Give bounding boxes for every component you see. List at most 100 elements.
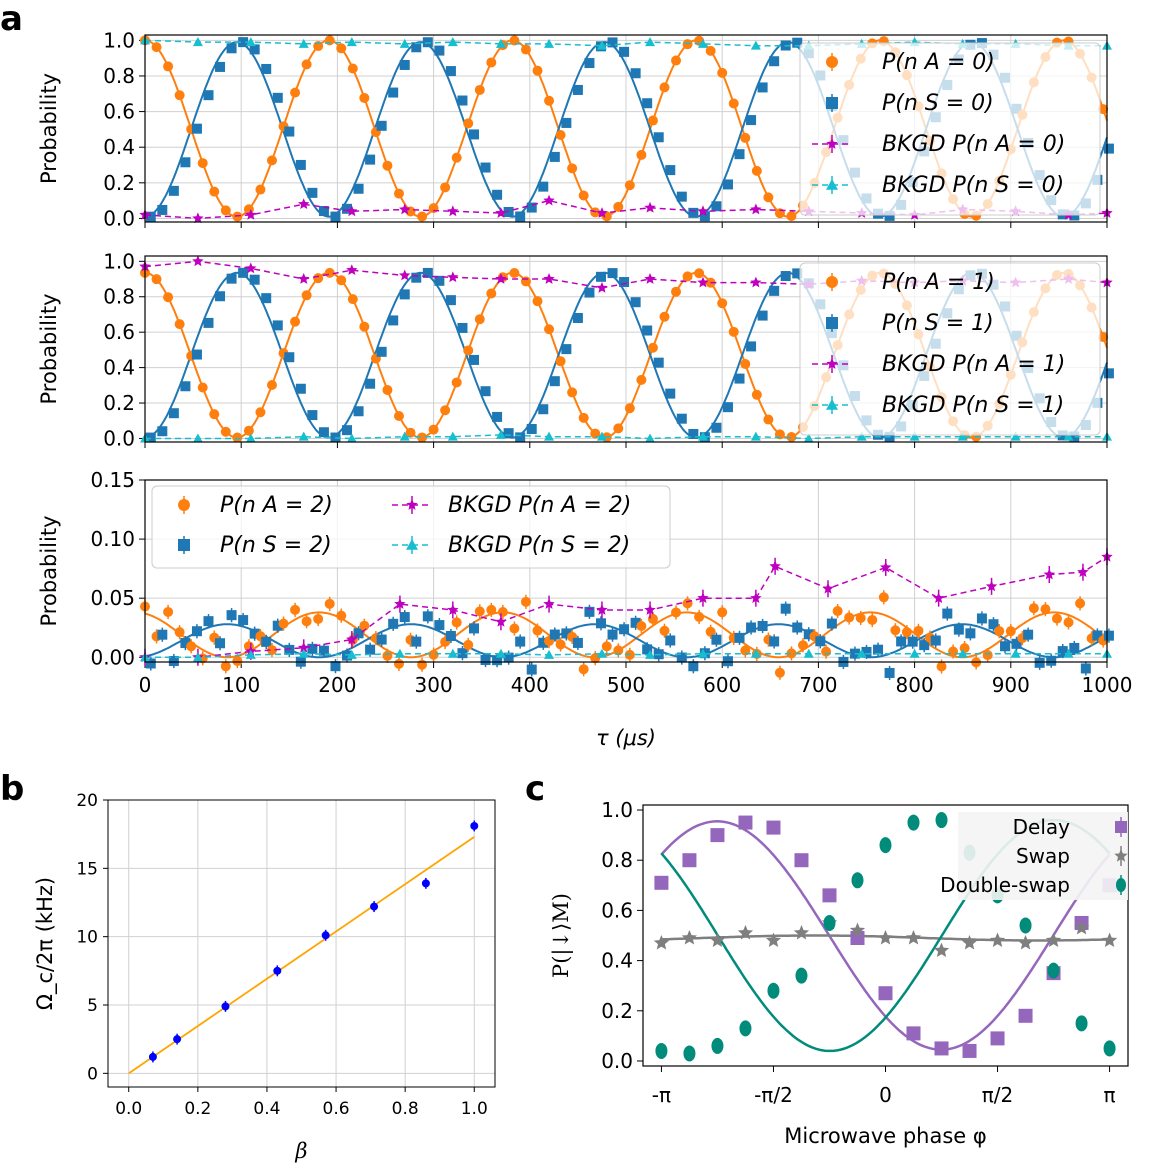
data-point-blue <box>746 341 757 352</box>
data-point-blue <box>1023 629 1034 640</box>
y-tick-label: 20 <box>76 791 98 811</box>
data-point-orange <box>520 276 531 287</box>
data-point-orange <box>486 288 497 299</box>
data-point-orange <box>624 180 635 191</box>
panel-letter-c: c <box>525 769 545 809</box>
y-tick-label: 0.0 <box>103 206 135 230</box>
data-point-double-swap <box>683 1045 696 1062</box>
y-tick-label: 0.00 <box>90 645 135 669</box>
legend-label: Double-swap <box>940 873 1070 897</box>
data-point-blue <box>180 157 191 168</box>
x-axis-label: τ (μs) <box>596 726 656 750</box>
data-point-blue <box>1011 638 1022 649</box>
data-point <box>173 1035 182 1044</box>
y-tick-label: 0.05 <box>90 586 135 610</box>
data-point-delay <box>710 828 725 843</box>
data-point-blue <box>215 638 226 649</box>
data-point-double-swap <box>739 1020 752 1037</box>
background-point-cyan <box>596 431 607 441</box>
data-point-blue <box>457 648 468 659</box>
data-point <box>421 879 430 888</box>
background-point-cyan <box>192 37 203 47</box>
data-point-orange <box>347 63 358 74</box>
data-point-swap <box>1102 932 1118 947</box>
data-point-blue <box>445 295 456 306</box>
data-point-blue <box>422 611 433 622</box>
data-point <box>221 1002 230 1011</box>
data-point-orange <box>163 292 174 303</box>
legend-box <box>799 262 1101 436</box>
legend-label: Delay <box>1013 815 1071 839</box>
background-point-cyan <box>192 652 203 662</box>
data-point-blue <box>572 312 583 323</box>
panel-a-top: 0.0 0.2 0.4 0.6 0.8 1.0 Probability P(n A = 0) P… <box>37 28 1114 230</box>
data-point-blue <box>595 271 606 282</box>
data-point-blue <box>168 408 179 419</box>
x-tick-label: 700 <box>799 673 837 697</box>
data-point-delay <box>878 986 893 1001</box>
background-point-cyan <box>697 38 708 48</box>
data-point-blue <box>365 378 376 389</box>
data-point-blue <box>503 428 514 439</box>
background-point-magenta <box>596 281 608 293</box>
data-point-orange <box>705 45 716 56</box>
data-point-orange <box>1098 104 1109 115</box>
data-point-orange <box>209 409 220 420</box>
data-point-orange <box>901 627 912 638</box>
legend-marker <box>826 56 838 68</box>
data-point-orange <box>786 211 797 222</box>
data-point-orange <box>844 612 855 623</box>
data-point-blue <box>203 317 214 328</box>
data-point-delay <box>962 1043 977 1058</box>
data-point-orange <box>936 661 947 672</box>
background-point-magenta <box>447 604 459 615</box>
data-point-blue <box>353 628 364 639</box>
data-point-orange <box>451 377 462 388</box>
background-point-magenta <box>495 615 507 627</box>
data-point-blue <box>653 357 664 368</box>
data-point-blue <box>411 272 422 283</box>
x-tick-label: 800 <box>896 673 934 697</box>
background-point-cyan <box>645 433 656 443</box>
data-point-orange <box>220 205 231 216</box>
data-point-orange <box>313 613 324 624</box>
data-point-orange <box>717 607 728 618</box>
data-point-orange <box>1040 604 1051 615</box>
legend-marker <box>826 138 838 149</box>
data-point-blue <box>1092 630 1103 641</box>
data-point-orange <box>751 389 762 400</box>
background-point-cyan <box>596 40 607 50</box>
data-point-double-swap <box>823 914 836 931</box>
data-point-blue <box>757 620 768 631</box>
data-point-blue <box>538 637 549 648</box>
data-point-blue <box>884 210 895 221</box>
background-point-magenta <box>697 205 709 217</box>
y-tick-label: 0 <box>87 1064 98 1084</box>
data-point-orange <box>301 290 312 301</box>
data-point-blue <box>561 117 572 128</box>
legend-marker <box>178 499 190 511</box>
data-point-delay <box>766 820 781 835</box>
data-point-orange <box>451 152 462 163</box>
data-point-swap <box>793 925 810 940</box>
data-point-blue <box>676 652 687 663</box>
x-tick-label: -π/2 <box>754 1083 793 1107</box>
data-point-orange <box>232 432 243 443</box>
data-point-blue <box>734 373 745 384</box>
legend-label: P(n A = 2) <box>220 493 333 518</box>
data-point-blue <box>526 664 537 675</box>
data-point-blue <box>480 162 491 173</box>
legend-label: BKGD P(n S = 1) <box>882 393 1064 418</box>
data-point-blue <box>445 66 456 77</box>
x-tick-label: -π <box>652 1083 671 1107</box>
data-point-orange <box>728 98 739 109</box>
data-point-orange <box>393 188 404 199</box>
data-point-orange <box>555 639 566 650</box>
legend-box <box>958 812 1128 900</box>
background-point-magenta <box>644 201 656 213</box>
y-tick-label: 0.6 <box>601 898 633 922</box>
background-point-magenta <box>750 276 762 288</box>
data-point-blue <box>1057 646 1068 657</box>
legend-marker <box>826 179 838 190</box>
data-point-blue <box>803 629 814 640</box>
